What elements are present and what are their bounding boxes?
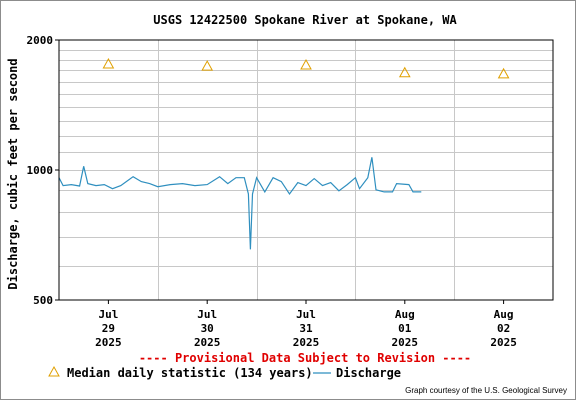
legend-median-marker: [48, 365, 60, 377]
x-tick-label: 2025: [194, 336, 221, 349]
x-axis-ticks: Jul292025Jul302025Jul312025Aug012025Aug0…: [95, 300, 517, 349]
x-tick-label: Jul: [296, 308, 316, 321]
x-tick-label: Aug: [494, 308, 514, 321]
median-marker: [102, 57, 115, 69]
legend-median-label: Median daily statistic (134 years): [67, 366, 313, 380]
legend: Median daily statistic (134 years) Disch…: [48, 365, 401, 380]
x-tick-label: 31: [299, 322, 313, 335]
x-tick-label: 2025: [392, 336, 419, 349]
x-tick-label: 2025: [490, 336, 517, 349]
provisional-notice: ---- Provisional Data Subject to Revisio…: [139, 351, 471, 365]
y-tick-label: 1000: [27, 164, 54, 177]
x-tick-label: Aug: [395, 308, 415, 321]
data-series: [58, 57, 510, 250]
y-axis-label: Discharge, cubic feet per second: [6, 58, 20, 289]
x-tick-label: 30: [201, 322, 214, 335]
grid-lines: [59, 40, 553, 300]
x-tick-label: Jul: [197, 308, 217, 321]
x-tick-label: 01: [398, 322, 412, 335]
median-marker: [201, 60, 214, 71]
median-marker: [300, 59, 312, 70]
x-tick-label: 2025: [95, 336, 122, 349]
x-tick-label: 02: [497, 322, 510, 335]
y-axis-ticks: 500 1000 2000: [27, 34, 59, 307]
discharge-line: [58, 157, 422, 250]
x-tick-label: Jul: [98, 308, 118, 321]
median-marker: [398, 66, 411, 78]
legend-discharge-label: Discharge: [336, 366, 401, 380]
y-tick-label: 2000: [27, 34, 54, 47]
plot-area-border: [58, 39, 554, 301]
credit-text: Graph courtesy of the U.S. Geological Su…: [405, 386, 567, 395]
chart-title: USGS 12422500 Spokane River at Spokane, …: [153, 13, 457, 27]
x-tick-label: 2025: [293, 336, 320, 349]
y-tick-label: 500: [33, 294, 53, 307]
x-tick-label: 29: [102, 322, 115, 335]
median-marker: [497, 67, 510, 79]
